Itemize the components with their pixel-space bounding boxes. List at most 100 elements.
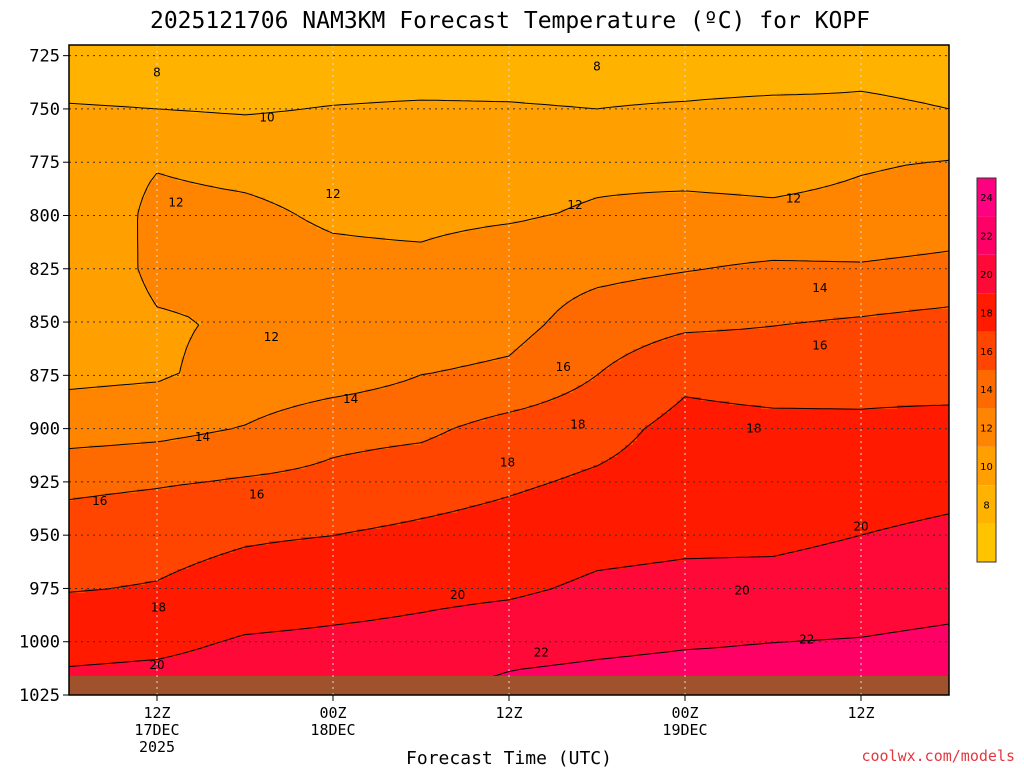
- field-cell: [153, 281, 158, 286]
- field-cell: [105, 301, 110, 306]
- field-cell: [173, 617, 178, 622]
- field-cell: [89, 185, 94, 190]
- field-cell: [93, 65, 98, 70]
- field-cell: [185, 305, 190, 310]
- field-cell: [161, 369, 166, 374]
- field-cell: [149, 537, 154, 542]
- field-cell: [185, 489, 190, 494]
- field-cell: [85, 229, 90, 234]
- field-cell: [169, 329, 174, 334]
- field-cell: [101, 549, 106, 554]
- field-cell: [89, 233, 94, 238]
- field-cell: [133, 189, 138, 194]
- field-cell: [89, 473, 94, 478]
- field-cell: [73, 453, 78, 458]
- field-cell: [85, 421, 90, 426]
- field-cell: [133, 89, 138, 94]
- field-cell: [133, 493, 138, 498]
- field-cell: [121, 165, 126, 170]
- field-cell: [185, 593, 190, 598]
- field-cell: [109, 233, 114, 238]
- field-cell: [185, 105, 190, 110]
- field-cell: [89, 641, 94, 646]
- field-cell: [85, 325, 90, 330]
- field-cell: [125, 133, 130, 138]
- field-cell: [153, 341, 158, 346]
- field-cell: [169, 461, 174, 466]
- field-cell: [73, 65, 78, 70]
- field-cell: [85, 557, 90, 562]
- field-cell: [77, 657, 82, 662]
- field-cell: [137, 469, 142, 474]
- field-cell: [109, 173, 114, 178]
- field-cell: [117, 73, 122, 78]
- field-cell: [161, 393, 166, 398]
- field-cell: [93, 353, 98, 358]
- field-cell: [85, 569, 90, 574]
- field-cell: [129, 161, 134, 166]
- field-cell: [165, 185, 170, 190]
- field-cell: [113, 669, 118, 674]
- field-cell: [165, 461, 170, 466]
- field-cell: [157, 333, 162, 338]
- field-cell: [181, 309, 186, 314]
- field-cell: [125, 149, 130, 154]
- field-cell: [77, 449, 82, 454]
- field-cell: [101, 269, 106, 274]
- field-cell: [129, 609, 134, 614]
- field-cell: [137, 157, 142, 162]
- field-cell: [149, 321, 154, 326]
- field-cell: [157, 233, 162, 238]
- field-cell: [137, 389, 142, 394]
- field-cell: [165, 273, 170, 278]
- field-cell: [117, 565, 122, 570]
- field-cell: [89, 449, 94, 454]
- field-cell: [93, 617, 98, 622]
- field-cell: [141, 617, 146, 622]
- field-cell: [109, 649, 114, 654]
- field-cell: [85, 309, 90, 314]
- field-cell: [137, 597, 142, 602]
- field-cell: [145, 65, 150, 70]
- field-cell: [97, 553, 102, 558]
- field-cell: [185, 161, 190, 166]
- field-cell: [109, 317, 114, 322]
- field-cell: [121, 617, 126, 622]
- field-cell: [145, 49, 150, 54]
- field-cell: [137, 393, 142, 398]
- field-cell: [97, 597, 102, 602]
- field-cell: [73, 185, 78, 190]
- field-cell: [189, 161, 194, 166]
- field-cell: [73, 377, 78, 382]
- field-cell: [97, 161, 102, 166]
- field-cell: [85, 177, 90, 182]
- field-cell: [141, 589, 146, 594]
- field-cell: [85, 549, 90, 554]
- field-cell: [117, 525, 122, 530]
- field-cell: [125, 413, 130, 418]
- field-cell: [121, 317, 126, 322]
- field-cell: [157, 293, 162, 298]
- field-cell: [121, 537, 126, 542]
- field-cell: [93, 109, 98, 114]
- field-cell: [137, 465, 142, 470]
- field-cell: [137, 445, 142, 450]
- field-cell: [89, 489, 94, 494]
- field-cell: [189, 449, 194, 454]
- field-cell: [161, 185, 166, 190]
- field-cell: [109, 393, 114, 398]
- field-cell: [113, 249, 118, 254]
- field-cell: [165, 589, 170, 594]
- field-cell: [129, 261, 134, 266]
- field-cell: [189, 437, 194, 442]
- field-cell: [177, 529, 182, 534]
- field-cell: [185, 605, 190, 610]
- field-cell: [93, 401, 98, 406]
- field-cell: [121, 337, 126, 342]
- field-cell: [121, 309, 126, 314]
- field-cell: [101, 513, 106, 518]
- field-cell: [165, 565, 170, 570]
- field-cell: [89, 85, 94, 90]
- field-cell: [89, 429, 94, 434]
- field-cell: [85, 193, 90, 198]
